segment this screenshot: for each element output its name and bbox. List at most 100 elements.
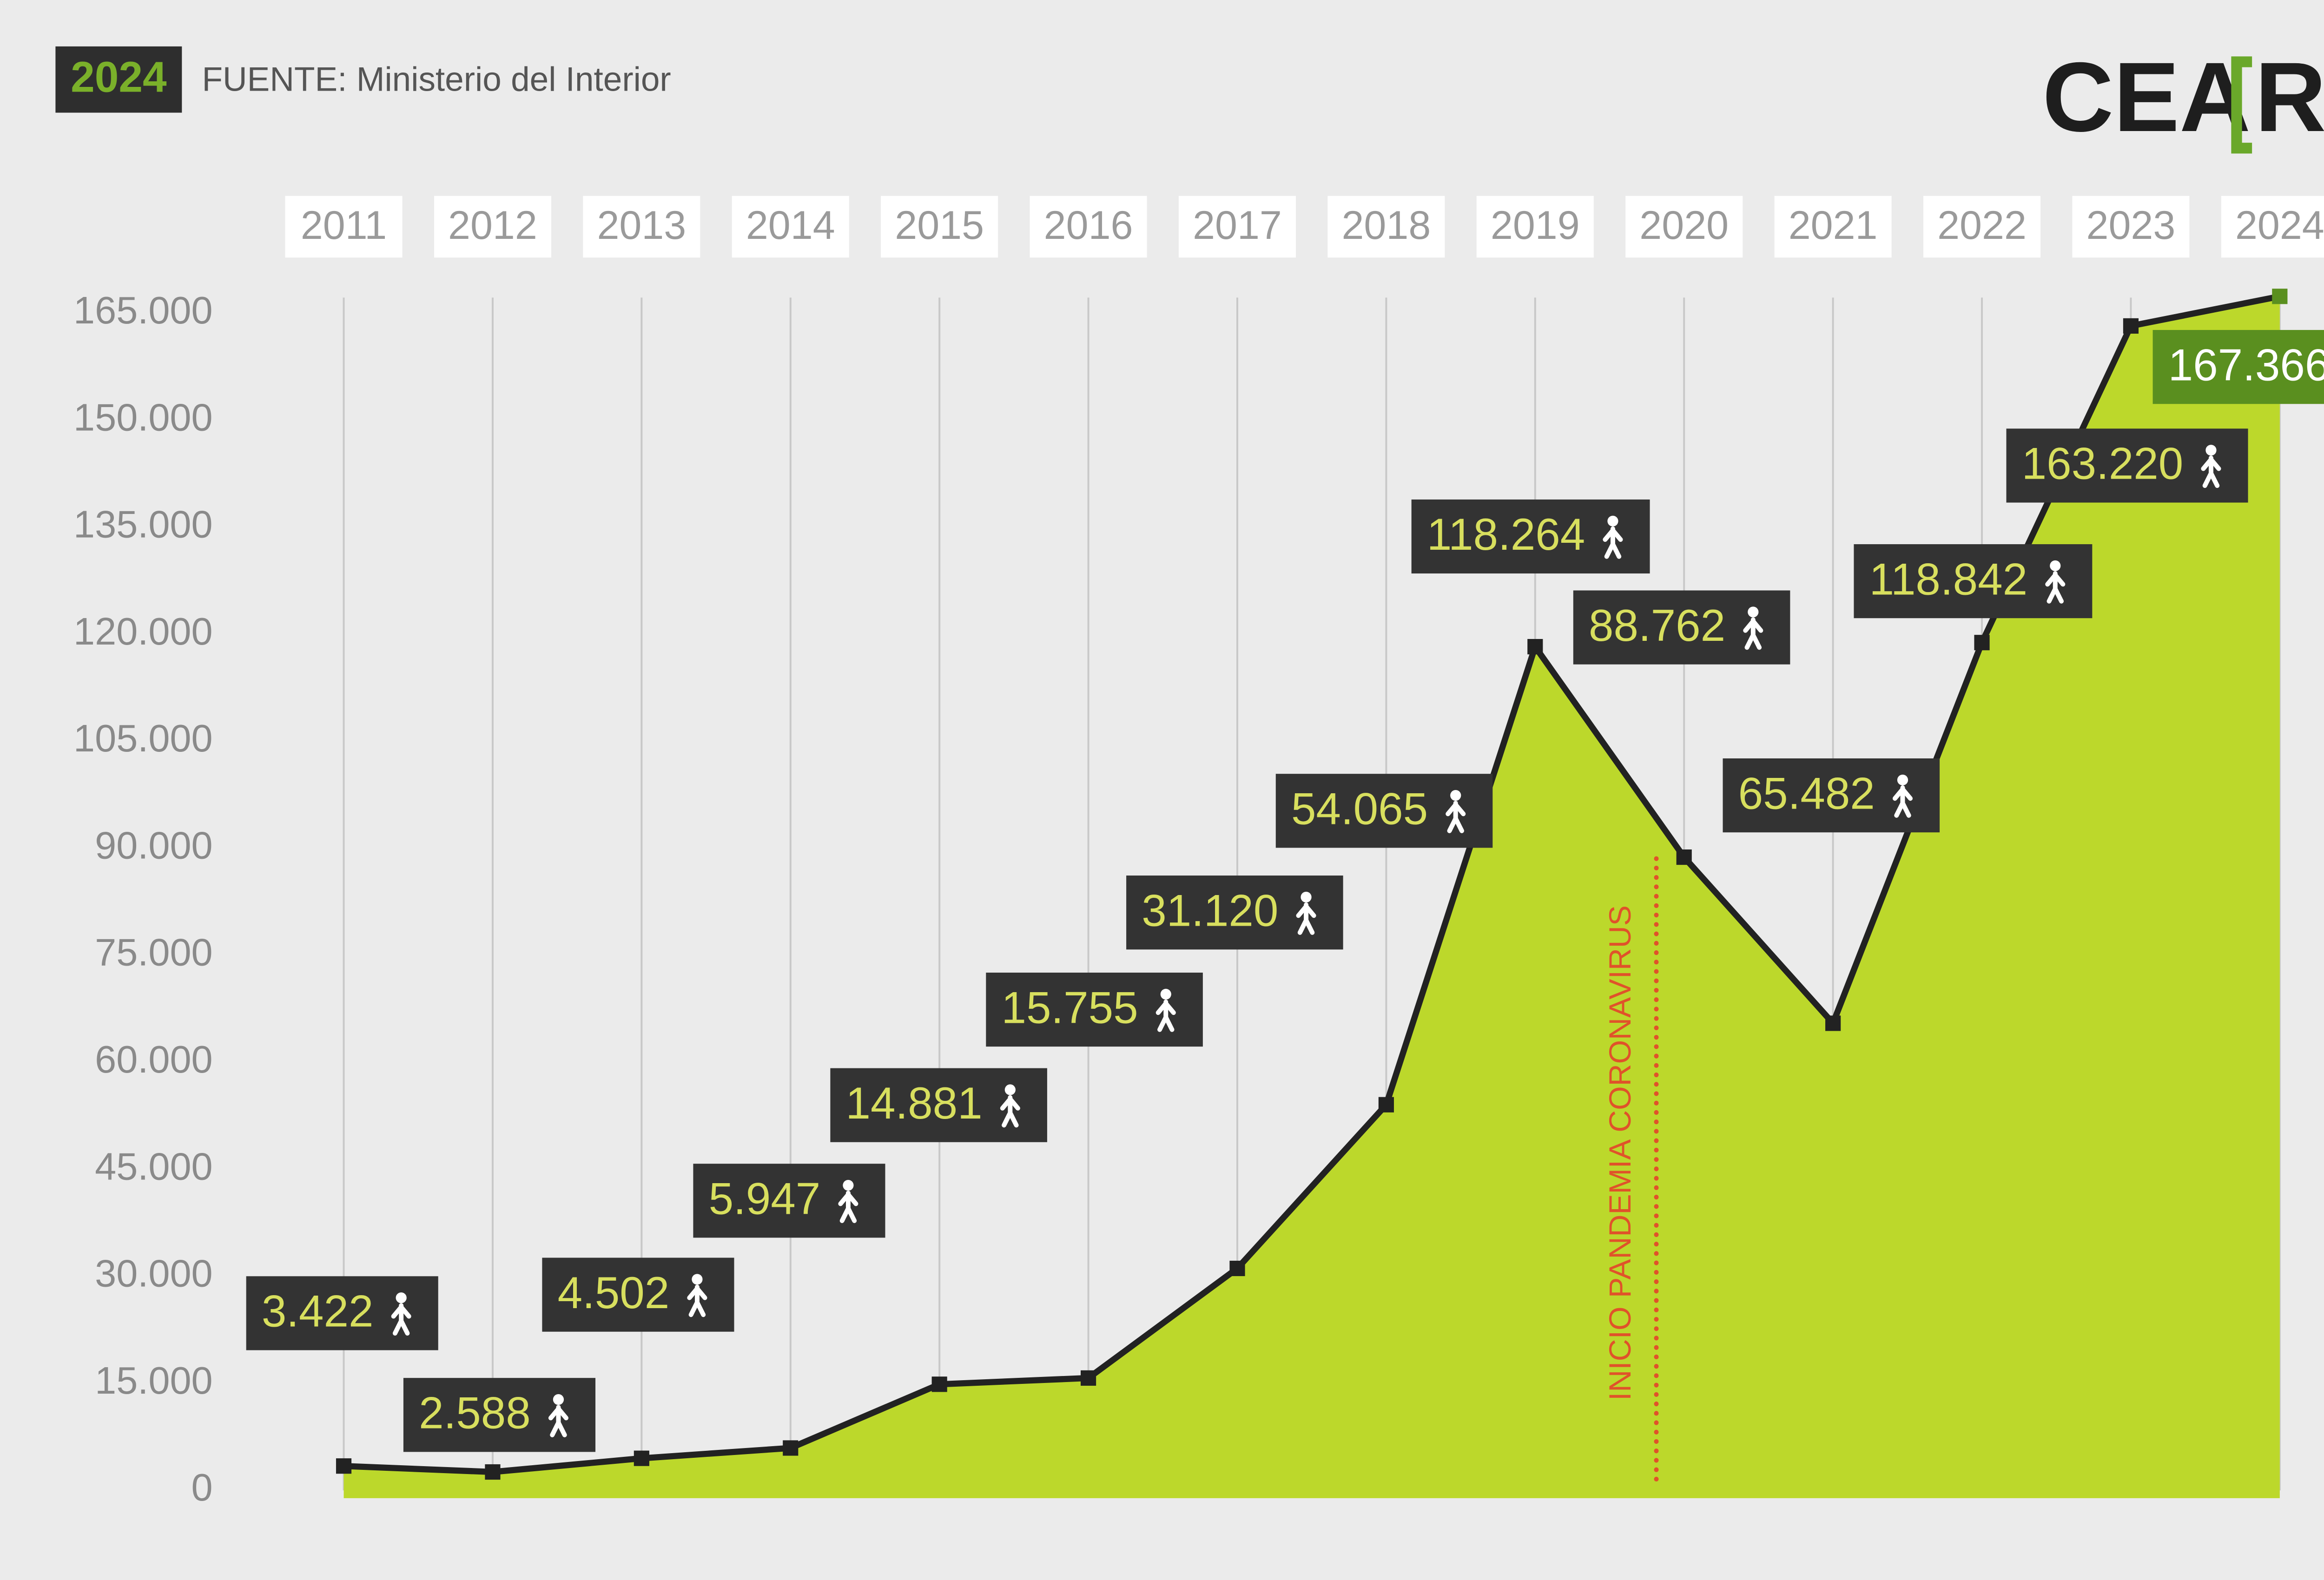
person-icon (1743, 617, 1763, 650)
logo-letter: R (2255, 42, 2324, 152)
y-tick-label: 135.000 (73, 503, 213, 546)
value-label-text: 118.264 (1427, 510, 1585, 560)
value-label: 15.755 (986, 972, 1203, 1047)
point (1974, 635, 1990, 651)
x-tick-box (1774, 196, 1892, 258)
person-icon (1603, 526, 1623, 559)
value-label: 118.264 (1411, 499, 1650, 574)
badge-box (55, 46, 182, 113)
value-label: 54.065 (1275, 774, 1493, 848)
source: FUENTE: Ministerio del Interior (202, 60, 671, 98)
x-tick-label: 2012 (448, 203, 537, 248)
x-tick-box (1178, 196, 1296, 258)
value-label: 5.947 (693, 1164, 885, 1238)
value-label: 163.220 (2006, 428, 2248, 503)
y-tick-label: 45.000 (95, 1145, 213, 1188)
person-icon (2045, 571, 2066, 604)
value-label-text: 15.755 (1001, 983, 1138, 1033)
person-icon (687, 1284, 707, 1317)
x-tick-box (1030, 196, 1147, 258)
value-label-text: 167.366 (2168, 340, 2324, 390)
point (931, 1376, 947, 1392)
point (485, 1464, 501, 1480)
x-tick-box (1625, 196, 1743, 258)
y-tick-label: 105.000 (73, 717, 213, 760)
x-tick-box (881, 196, 998, 258)
value-label-text: 118.842 (1869, 554, 2027, 604)
person-icon (1160, 988, 1171, 1000)
y-tick-label: 165.000 (73, 289, 213, 332)
x-tick-box (2072, 196, 2190, 258)
person-icon (1155, 1000, 1176, 1032)
value-label: 14.881 (830, 1068, 1047, 1142)
value-label: 4.502 (542, 1257, 734, 1332)
y-tick-label: 0 (191, 1466, 213, 1509)
x-tick-label: 2020 (1639, 203, 1729, 248)
value-label: 31.120 (1126, 876, 1343, 950)
person-icon (1450, 790, 1461, 801)
x-tick-label: 2021 (1789, 203, 1878, 248)
point (1081, 1370, 1096, 1386)
point (1378, 1097, 1394, 1113)
person-icon (838, 1191, 858, 1223)
point (1825, 1015, 1841, 1031)
person-icon (1301, 891, 1312, 903)
person-icon (1748, 606, 1759, 618)
person-icon (843, 1180, 854, 1191)
value-label-text: 88.762 (1589, 601, 1725, 651)
x-tick-label: 2013 (597, 203, 686, 248)
point (634, 1450, 649, 1466)
person-icon (391, 1303, 411, 1336)
person-icon (2050, 560, 2061, 572)
person-icon (548, 1405, 568, 1437)
person-icon (1004, 1084, 1016, 1095)
value-label-text: 54.065 (1291, 784, 1428, 834)
y-tick-label: 15.000 (95, 1359, 213, 1402)
logo: CEA (2042, 42, 2251, 152)
x-tick-label: 2018 (1341, 203, 1431, 248)
point (1229, 1260, 1245, 1277)
area (343, 296, 2280, 1498)
x-tick-label: 2015 (895, 203, 984, 248)
y-tick-label: 30.000 (95, 1252, 213, 1295)
value-label-text: 5.947 (709, 1174, 821, 1224)
value-label-text: 65.482 (1738, 769, 1875, 818)
x-tick-box (1476, 196, 1594, 258)
value-label: 2.588 (403, 1378, 596, 1452)
x-tick-label: 2014 (746, 203, 835, 248)
x-tick-box (434, 196, 551, 258)
point (1527, 639, 1543, 655)
x-tick-label: 2016 (1044, 203, 1133, 248)
value-label-text: 3.422 (262, 1287, 374, 1336)
x-tick-label: 2024 (2235, 203, 2324, 248)
person-icon (1892, 785, 1913, 818)
person-icon (692, 1274, 703, 1285)
x-tick-label: 2022 (1937, 203, 2027, 248)
value-label-text: 4.502 (558, 1268, 670, 1318)
value-label-text: 163.220 (2022, 439, 2184, 489)
y-tick-label: 60.000 (95, 1038, 213, 1081)
x-tick-label: 2019 (1491, 203, 1580, 248)
x-tick-box (583, 196, 700, 258)
x-tick-label: 2011 (301, 203, 387, 248)
x-tick-box (1923, 196, 2041, 258)
y-tick-label: 90.000 (95, 823, 213, 867)
point (2272, 289, 2288, 304)
line (343, 293, 2281, 1475)
point (783, 1440, 799, 1456)
person-icon (1000, 1095, 1020, 1128)
point (1676, 849, 1692, 865)
person-icon (553, 1394, 564, 1405)
x-tick-box (285, 196, 403, 258)
value-label-text: 31.120 (1142, 886, 1278, 935)
y-tick-label: 150.000 (73, 395, 213, 439)
value-label: 88.762 (1573, 590, 1790, 665)
y-tick-label: 120.000 (73, 610, 213, 653)
value-label-text: 2.588 (419, 1388, 531, 1438)
x-tick-label: 2023 (2086, 203, 2176, 248)
person-icon (2205, 445, 2217, 456)
y-tick-label: 75.000 (95, 931, 213, 974)
x-tick-box (732, 196, 849, 258)
